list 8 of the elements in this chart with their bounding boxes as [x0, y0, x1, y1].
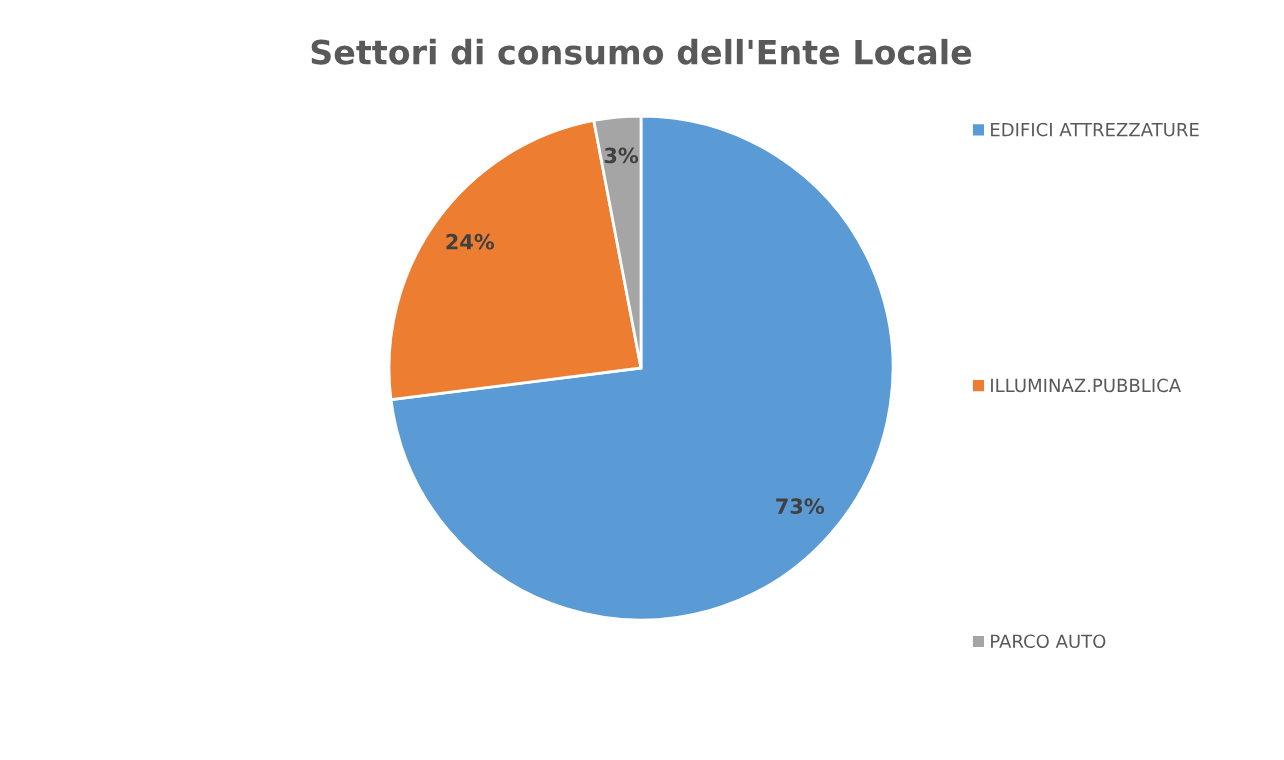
pie-slice — [389, 114, 895, 622]
data-label: 73% — [776, 498, 825, 515]
legend-label: EDIFICI ATTREZZATURE — [991, 122, 1199, 137]
chart-title: Settori di consumo dell'Ente Locale — [311, 38, 972, 65]
data-label: 3% — [604, 147, 639, 164]
data-label: 24% — [446, 233, 495, 250]
legend-label: ILLUMINAZ.PUBBLICA — [991, 378, 1181, 393]
legend-label: PARCO AUTO — [991, 634, 1106, 649]
